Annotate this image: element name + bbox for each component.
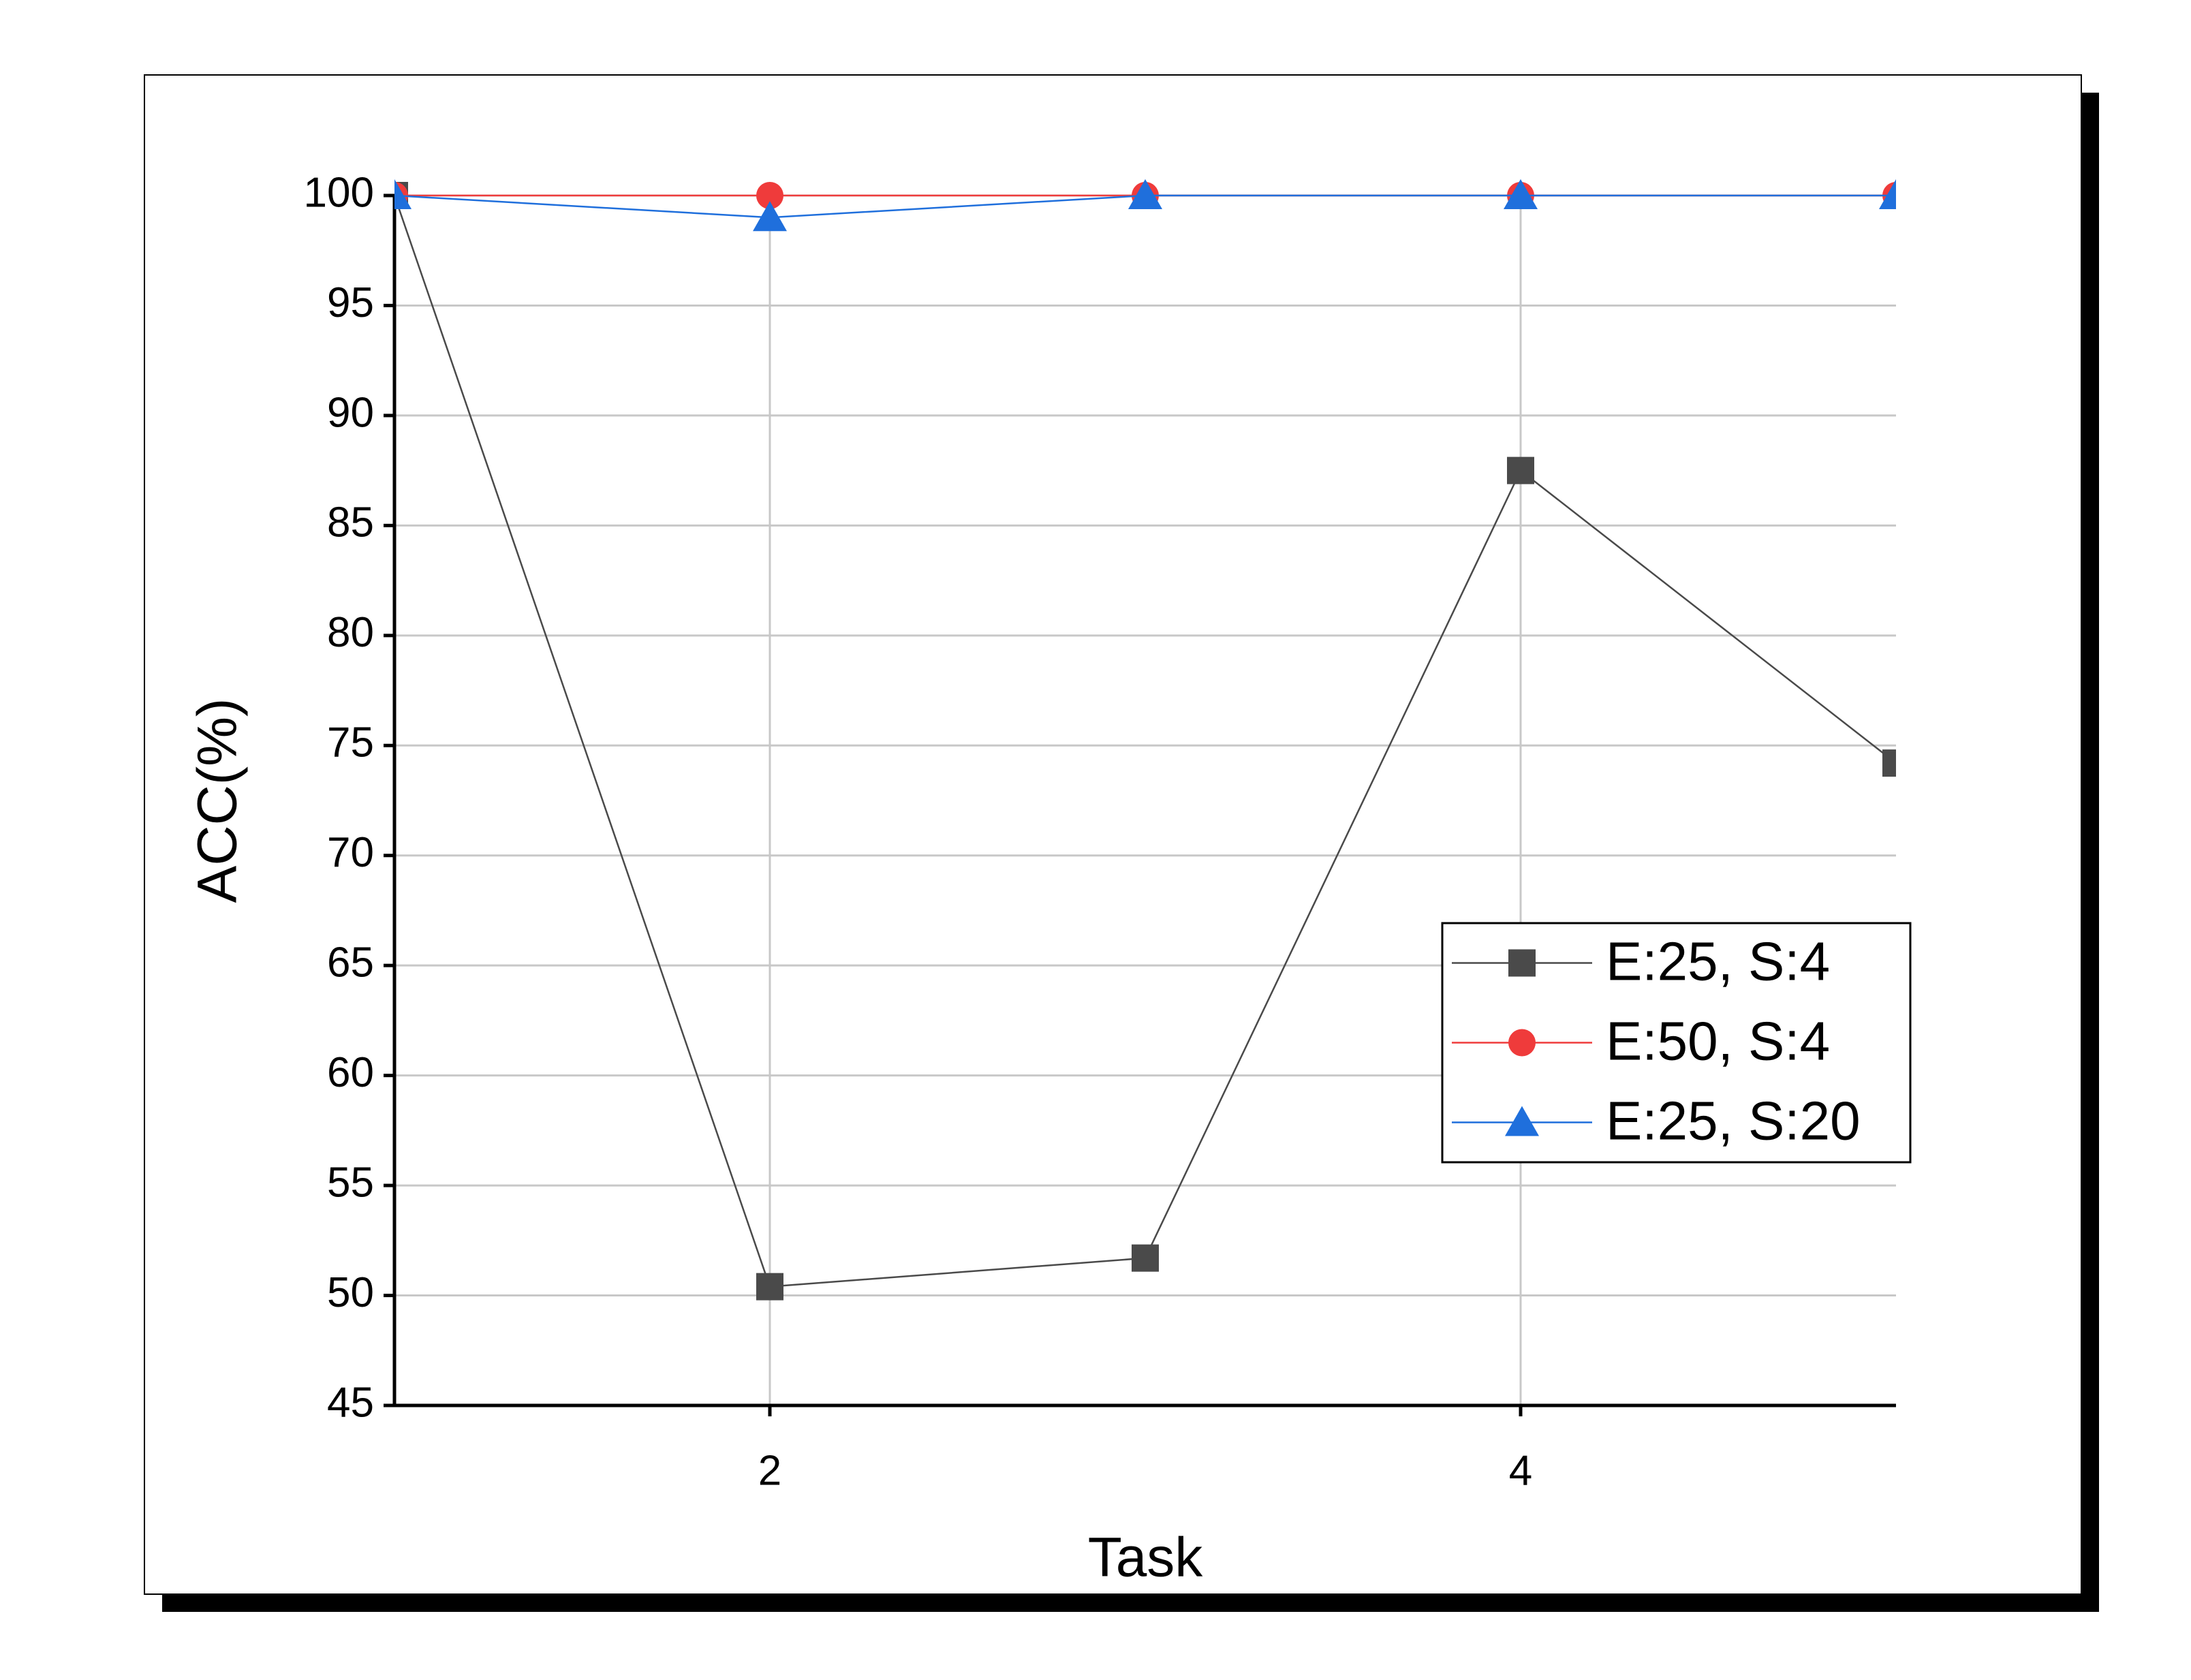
marker [1879,179,1896,209]
marker [1507,456,1534,484]
y-tick-label: 60 [327,1049,374,1096]
y-tick-label: 50 [327,1269,374,1316]
marker [1132,1244,1159,1272]
y-axis-title: ACC(%) [187,698,249,903]
y-tick-label: 75 [327,719,374,766]
marker [1882,749,1896,777]
legend-label: E:25, S:4 [1606,931,1830,992]
y-tick-label: 45 [327,1379,374,1426]
x-tick-label: 2 [758,1447,781,1494]
y-tick-label: 100 [304,169,374,216]
marker [1508,949,1536,977]
marker [1128,179,1162,209]
marker [1505,1106,1539,1136]
marker [756,1273,783,1301]
y-tick-label: 85 [327,499,374,546]
y-tick-label: 95 [327,279,374,326]
y-tick-label: 80 [327,609,374,656]
legend-label: E:25, S:20 [1606,1091,1861,1151]
legend-label: E:50, S:4 [1606,1011,1830,1072]
marker [756,182,783,209]
x-axis-title: Task [1088,1527,1204,1589]
x-tick-label: 4 [1509,1447,1532,1494]
frame [144,74,2082,1595]
y-tick-label: 90 [327,389,374,436]
y-tick-label: 55 [327,1159,374,1206]
marker [753,201,787,232]
marker [1508,1029,1536,1057]
y-tick-label: 70 [327,829,374,876]
marker [1504,179,1538,209]
y-tick-label: 65 [327,939,374,986]
plot-area [394,179,1896,1301]
marker [394,179,411,209]
